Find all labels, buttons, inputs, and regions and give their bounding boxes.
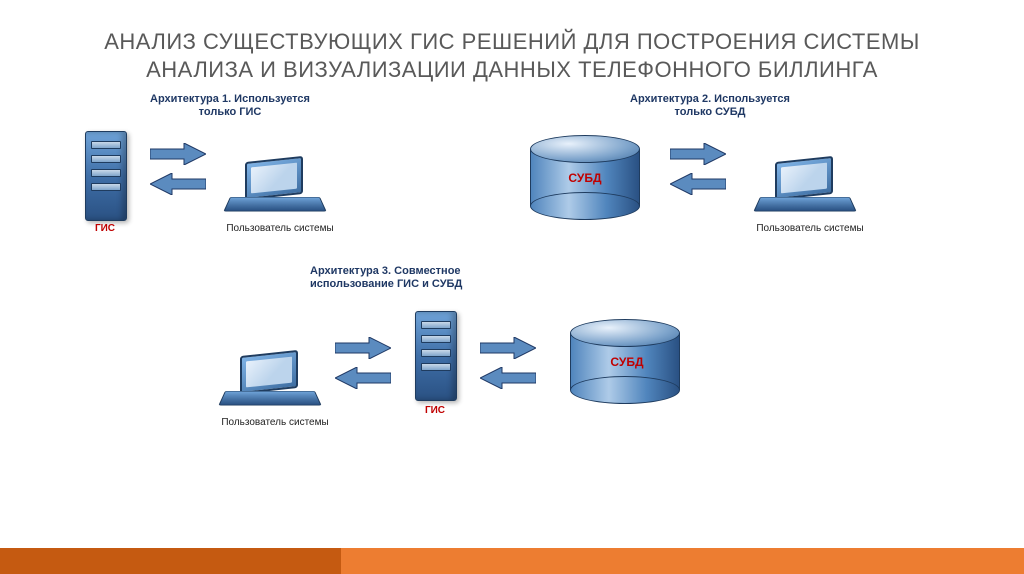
arch3-server-icon: [415, 311, 457, 401]
arch1-laptop-icon: [230, 159, 320, 219]
arch3-laptop-icon: [225, 353, 315, 413]
footer-band-2: [341, 548, 1024, 574]
arch3-subtitle: Архитектура 3. Совместное использование …: [310, 265, 540, 291]
footer-bar: [0, 548, 1024, 574]
arch1-subtitle: Архитектура 1. Используется только ГИС: [130, 93, 330, 119]
arch1-server-label: ГИС: [80, 223, 130, 234]
arch2-user-label: Пользователь системы: [740, 223, 880, 234]
arch3-arrow-right2-icon: [480, 337, 536, 359]
page-title: АНАЛИЗ СУЩЕСТВУЮЩИХ ГИС РЕШЕНИЙ ДЛЯ ПОСТ…: [0, 0, 1024, 93]
arch2-arrow-left-icon: [670, 173, 726, 195]
arch3-user-label: Пользователь системы: [205, 417, 345, 428]
arch3-arrow-right1-icon: [335, 337, 391, 359]
arch3-arrow-left1-icon: [335, 367, 391, 389]
arch3-server-label: ГИС: [410, 405, 460, 416]
arch2-db-label: СУБД: [560, 171, 610, 185]
arch3-db-label: СУБД: [602, 355, 652, 369]
arch2-laptop-icon: [760, 159, 850, 219]
arch1-arrow-right-icon: [150, 143, 206, 165]
footer-band-1: [0, 548, 341, 574]
arch2-subtitle: Архитектура 2. Используется только СУБД: [600, 93, 820, 119]
arch1-user-label: Пользователь системы: [210, 223, 350, 234]
arch1-server-icon: [85, 131, 127, 221]
diagram-canvas: Архитектура 1. Используется только ГИС Г…: [0, 93, 1024, 493]
arch3-arrow-left2-icon: [480, 367, 536, 389]
arch2-arrow-right-icon: [670, 143, 726, 165]
arch1-arrow-left-icon: [150, 173, 206, 195]
